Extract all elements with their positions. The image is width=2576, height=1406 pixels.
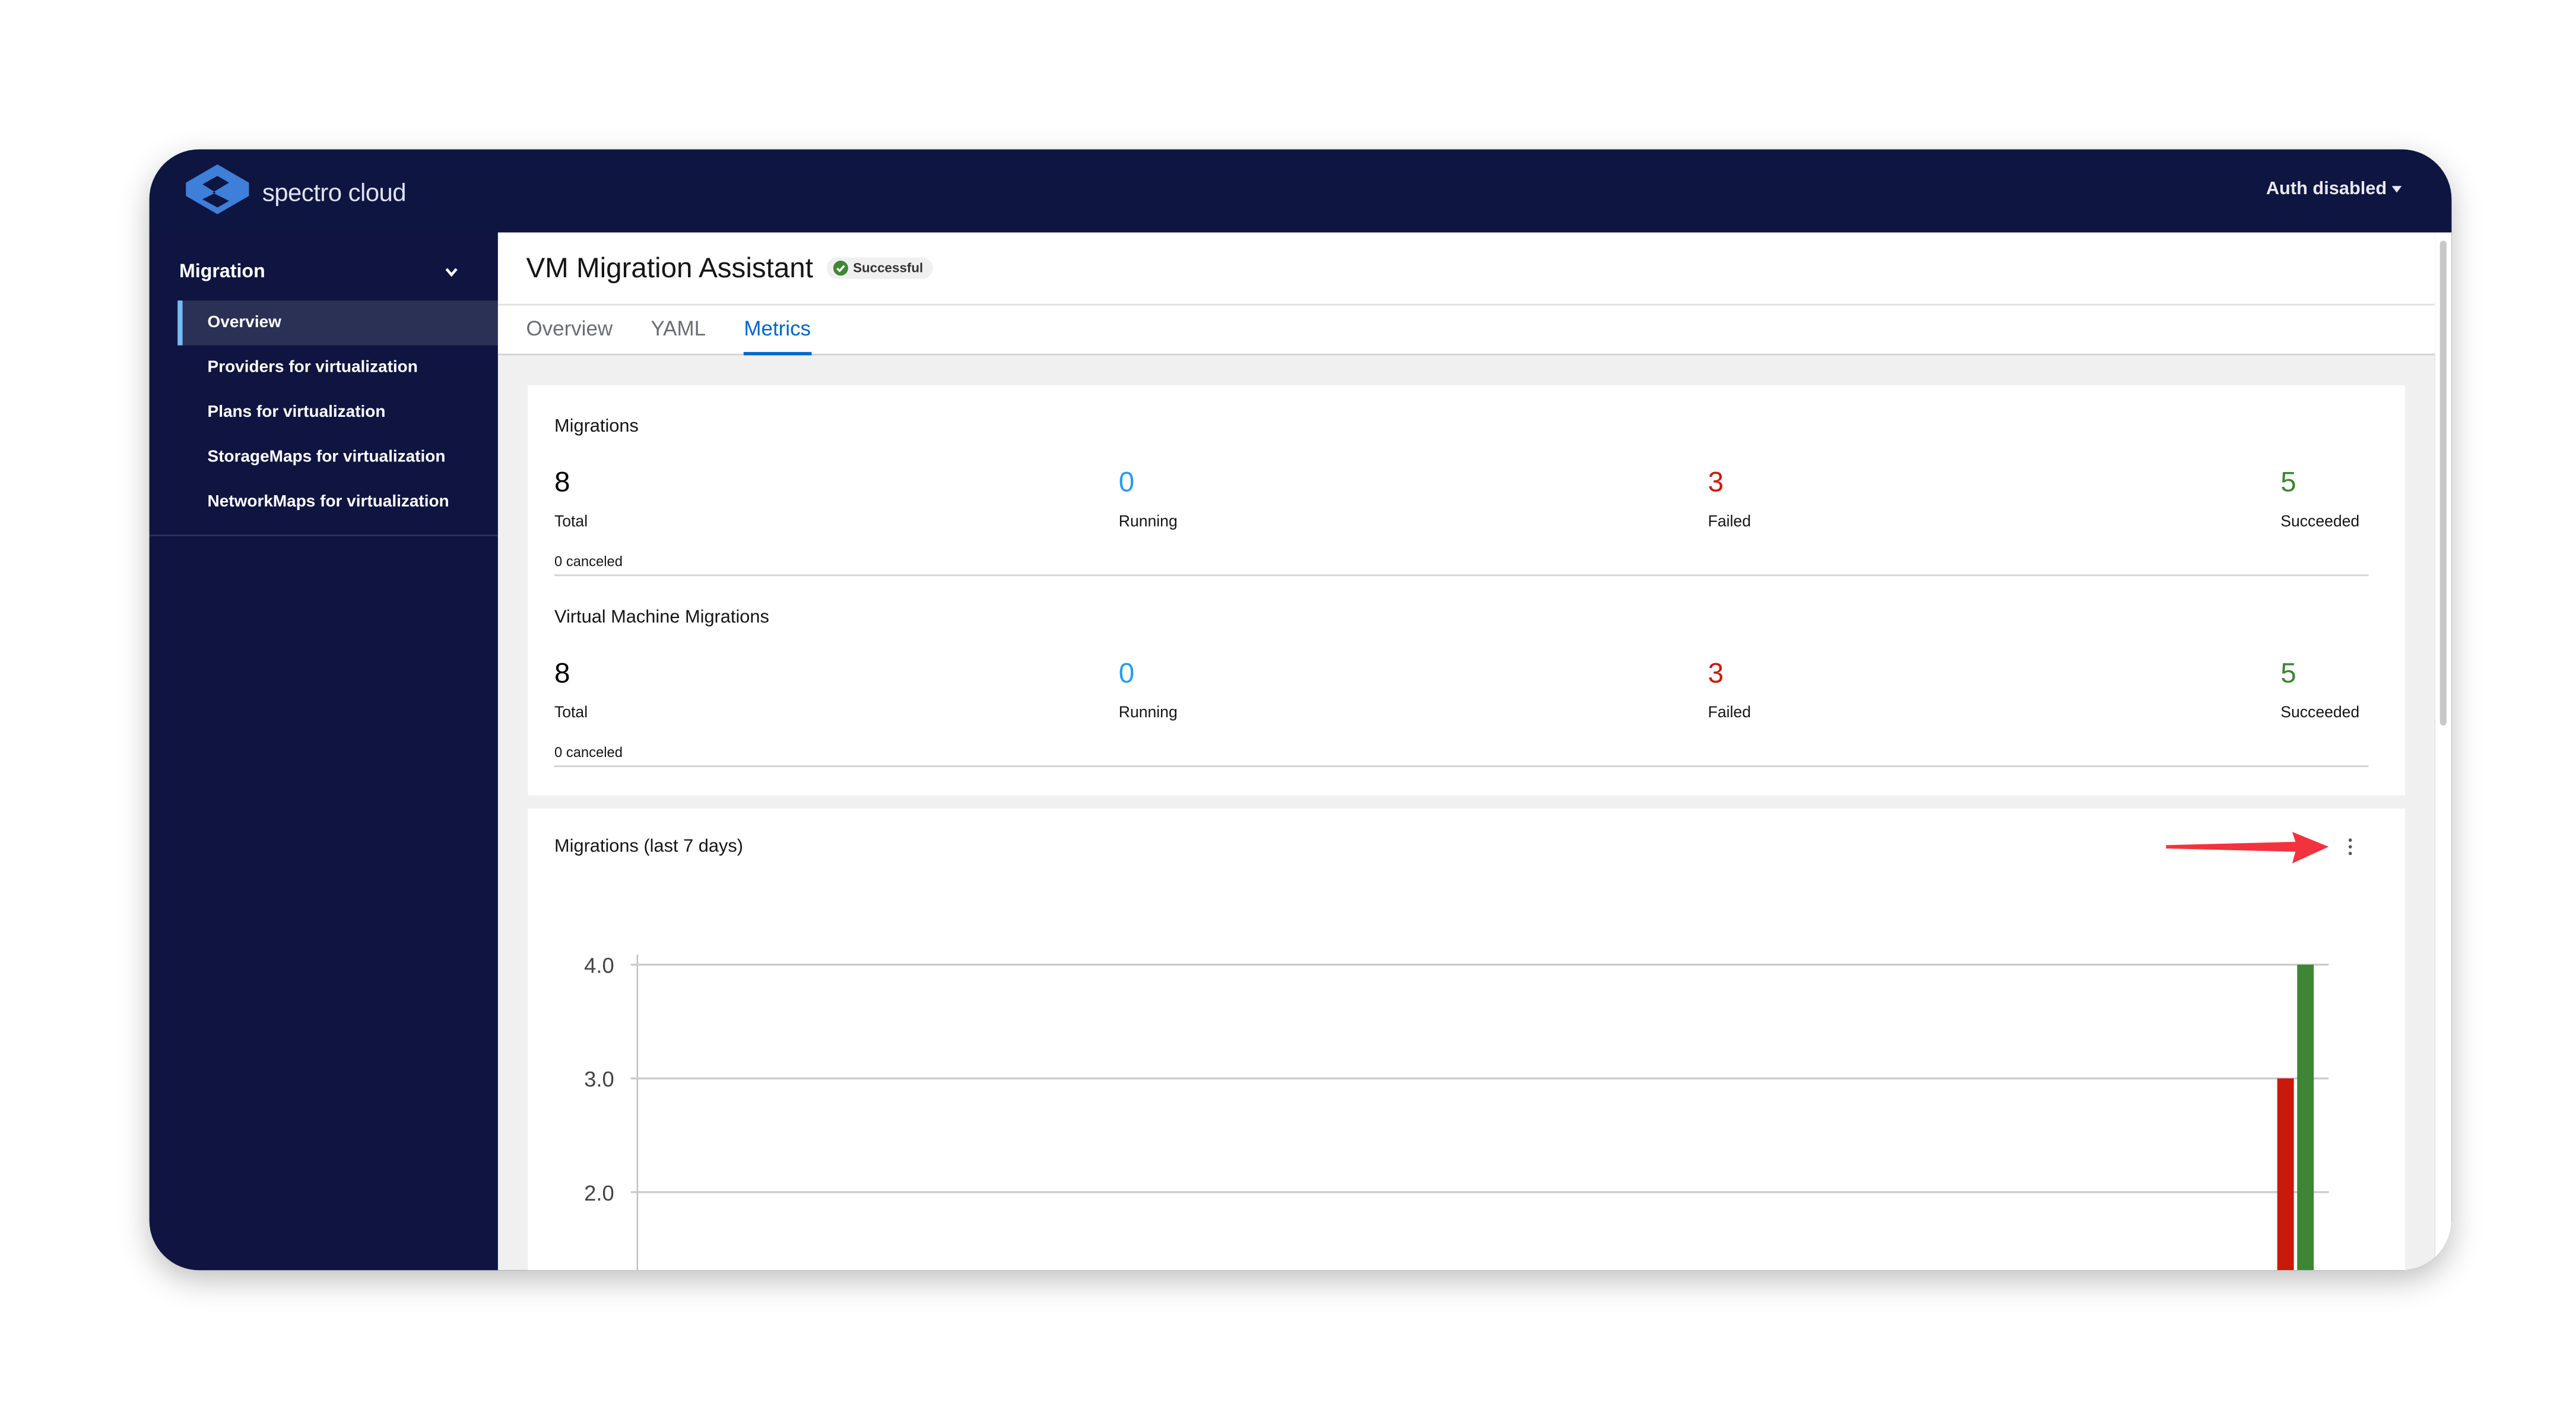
stat-succeeded: 5 Succeeded — [2280, 657, 2359, 722]
canceled-count: 0 canceled — [554, 743, 623, 761]
chart-title: Migrations (last 7 days) — [554, 837, 744, 857]
canceled-count: 0 canceled — [554, 553, 623, 570]
main-content: VM Migration Assistant Successful Overvi… — [497, 232, 2435, 1271]
stat-total: 8 Total — [554, 657, 588, 722]
stat-label: Failed — [1708, 513, 1751, 531]
nav-group-migration[interactable]: Migration — [150, 232, 498, 289]
stat-failed: 3 Failed — [1708, 657, 1750, 722]
caret-down-icon — [2391, 186, 2402, 193]
sidebar-item-storagemaps[interactable]: StorageMaps for virtualization — [150, 435, 498, 480]
stat-value: 0 — [1118, 466, 1135, 498]
auth-dropdown[interactable]: Auth disabled — [2266, 179, 2402, 200]
sidebar-item-label: NetworkMaps for virtualization — [207, 493, 449, 512]
page-title: VM Migration Assistant — [526, 251, 813, 283]
stat-label: Succeeded — [2280, 513, 2360, 531]
migrations-bar-chart: 4.0 3.0 2.0 — [584, 954, 2329, 1271]
stat-succeeded: 5 Succeeded — [2280, 467, 2359, 531]
stat-label: Total — [554, 513, 588, 531]
stat-label: Failed — [1708, 704, 1751, 723]
stat-value: 5 — [2280, 657, 2296, 689]
bar-failed — [2277, 1078, 2294, 1271]
bar-succeeded — [2297, 964, 2314, 1271]
stat-label: Running — [1118, 513, 1178, 531]
tab-bar: Overview YAML Metrics — [497, 305, 2435, 356]
stat-value: 8 — [554, 657, 570, 689]
brand-logo[interactable]: spectro cloud — [183, 163, 407, 223]
sidebar-item-label: StorageMaps for virtualization — [207, 448, 446, 467]
auth-label: Auth disabled — [2266, 179, 2387, 200]
status-badge: Successful — [826, 257, 934, 279]
sidebar-item-label: Providers for virtualization — [207, 359, 418, 377]
tab-overview[interactable]: Overview — [526, 317, 613, 341]
sidebar-item-label: Overview — [207, 314, 281, 332]
stat-label: Succeeded — [2280, 704, 2360, 723]
stat-running: 0 Running — [1119, 467, 1178, 531]
sidebar-item-plans[interactable]: Plans for virtualization — [150, 390, 498, 435]
scrollbar-thumb[interactable] — [2439, 240, 2447, 726]
sidebar-item-label: Plans for virtualization — [207, 403, 386, 422]
y-tick-label: 3.0 — [584, 1067, 614, 1091]
migrations-summary-card: Migrations 8 Total 0 Running 3 Failed 5 Succ… — [528, 385, 2405, 796]
spectro-cloud-logo-icon — [186, 164, 249, 214]
stat-label: Total — [554, 704, 588, 723]
vm-migrations-section: Virtual Machine Migrations 8 Total 0 Runni… — [554, 576, 2369, 767]
tab-metrics[interactable]: Metrics — [744, 306, 811, 356]
check-circle-icon — [833, 261, 848, 276]
sidebar-item-overview[interactable]: Overview — [177, 300, 498, 346]
migrations-section: Migrations 8 Total 0 Running 3 Failed 5 Succ… — [554, 385, 2369, 577]
stat-value: 3 — [1708, 466, 1724, 498]
top-header: spectro cloud Auth disabled — [149, 149, 2452, 233]
stat-running: 0 Running — [1119, 657, 1178, 722]
section-title: Virtual Machine Migrations — [554, 607, 769, 628]
migrations-chart-card: Migrations (last 7 days) 4.0 3.0 2.0 — [528, 808, 2405, 1271]
red-arrow-annotation-icon — [2166, 831, 2329, 864]
stat-label: Running — [1118, 704, 1178, 723]
stat-failed: 3 Failed — [1708, 467, 1750, 531]
section-title: Migrations — [554, 416, 639, 437]
stat-value: 0 — [1118, 657, 1135, 689]
stat-value: 8 — [554, 466, 570, 498]
kebab-menu-icon[interactable] — [2345, 835, 2355, 859]
app-window: spectro cloud Auth disabled Migration Ov… — [149, 149, 2452, 1271]
stat-total: 8 Total — [554, 467, 588, 531]
sidebar-item-providers[interactable]: Providers for virtualization — [150, 346, 498, 391]
tab-yaml[interactable]: YAML — [651, 317, 706, 341]
nav-group-label: Migration — [179, 262, 265, 283]
stat-value: 3 — [1708, 657, 1724, 689]
y-tick-label: 2.0 — [584, 1181, 614, 1205]
sidebar: Migration Overview Providers for virtual… — [149, 232, 498, 1271]
brand-name: spectro cloud — [262, 178, 407, 207]
sidebar-item-networkmaps[interactable]: NetworkMaps for virtualization — [150, 480, 498, 525]
y-tick-label: 4.0 — [584, 954, 614, 978]
stat-value: 5 — [2280, 466, 2296, 498]
chevron-down-icon — [445, 268, 458, 277]
status-text: Successful — [853, 261, 924, 276]
page-header: VM Migration Assistant Successful — [497, 232, 2435, 306]
scrollbar[interactable] — [2435, 232, 2452, 1271]
